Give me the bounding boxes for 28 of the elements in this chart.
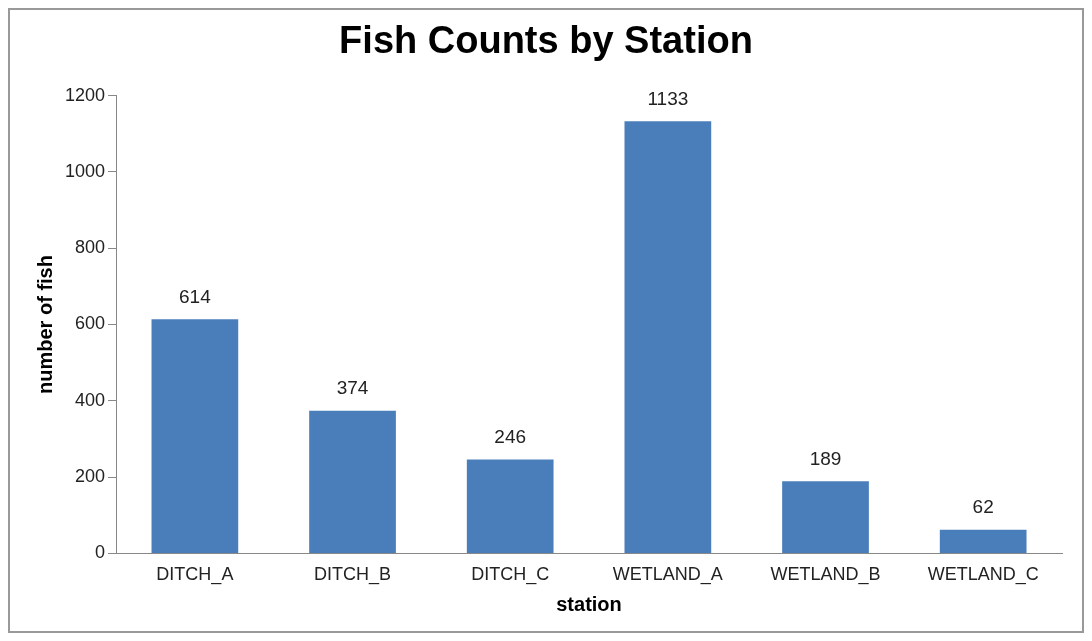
data-label: 246 xyxy=(494,426,527,448)
chart-title: Fish Counts by Station xyxy=(339,19,753,62)
y-tick-label: 400 xyxy=(75,389,106,410)
x-tick-label: WETLAND_B xyxy=(770,564,881,586)
data-label: 189 xyxy=(809,448,842,470)
y-tick-label: 200 xyxy=(75,466,106,487)
bar xyxy=(309,410,396,553)
x-tick-label: WETLAND_A xyxy=(612,564,723,586)
bar xyxy=(466,459,554,553)
y-tick-label: 600 xyxy=(75,313,106,334)
bar xyxy=(151,319,239,553)
y-tick-label: 0 xyxy=(95,542,106,563)
y-tick-label: 800 xyxy=(75,237,106,258)
x-axis-title: station xyxy=(556,592,622,615)
data-label: 62 xyxy=(972,496,994,518)
y-tick-label: 1000 xyxy=(65,160,106,181)
x-tick-label: WETLAND_C xyxy=(927,564,1039,586)
data-label: 614 xyxy=(179,285,212,307)
x-tick-label: DITCH_C xyxy=(471,564,550,586)
data-label: 374 xyxy=(336,377,369,399)
bar xyxy=(624,121,712,553)
y-tick-label: 1200 xyxy=(65,84,106,105)
data-label: 1133 xyxy=(647,87,689,109)
y-axis-title: number of fish xyxy=(33,255,56,394)
bar xyxy=(782,481,869,553)
bar xyxy=(939,529,1027,553)
x-tick-label: DITCH_B xyxy=(314,564,392,586)
x-tick-label: DITCH_A xyxy=(156,564,234,586)
